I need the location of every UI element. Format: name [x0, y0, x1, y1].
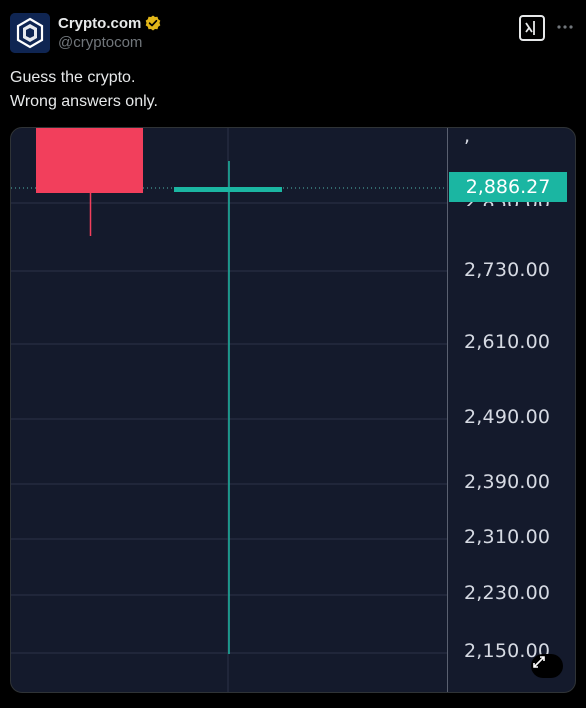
candlestick-chart: [11, 128, 448, 692]
price-tick-label: 2,230.00: [464, 582, 551, 604]
candle-body-down: [36, 128, 143, 193]
author-handle[interactable]: @cryptocom: [58, 34, 143, 51]
verified-badge-icon: [145, 15, 161, 31]
crypto-com-logo-icon: [10, 13, 50, 53]
tweet-text-line: Guess the crypto.: [10, 69, 136, 86]
price-tick-label: 2,390.00: [464, 471, 551, 493]
tweet-text-line: Wrong answers only.: [10, 93, 158, 110]
price-tick-label: 2,610.00: [464, 331, 551, 353]
price-tick-top-partial: ,: [464, 127, 471, 147]
price-tick-label: 2,310.00: [464, 526, 551, 548]
tweet-text: Guess the crypto. Wrong answers only.: [10, 66, 570, 114]
more-icon[interactable]: [555, 17, 575, 37]
price-tick-label: 2,490.00: [464, 406, 551, 428]
chart-image[interactable]: , 2,850.00 2,730.00 2,610.00 2,490.00 2,…: [10, 127, 576, 693]
price-tick-label: 2,730.00: [464, 259, 551, 281]
candle-body-up: [174, 187, 282, 192]
author-display-name[interactable]: Crypto.com: [58, 14, 142, 32]
author-block: Crypto.com @cryptocom: [58, 13, 161, 51]
price-tick-label: 2,150.00: [464, 640, 551, 662]
grok-icon[interactable]: [519, 15, 545, 41]
current-price-badge: 2,886.27: [449, 172, 567, 202]
crypto-com-logo[interactable]: [10, 13, 50, 53]
expand-icon[interactable]: [531, 654, 563, 678]
